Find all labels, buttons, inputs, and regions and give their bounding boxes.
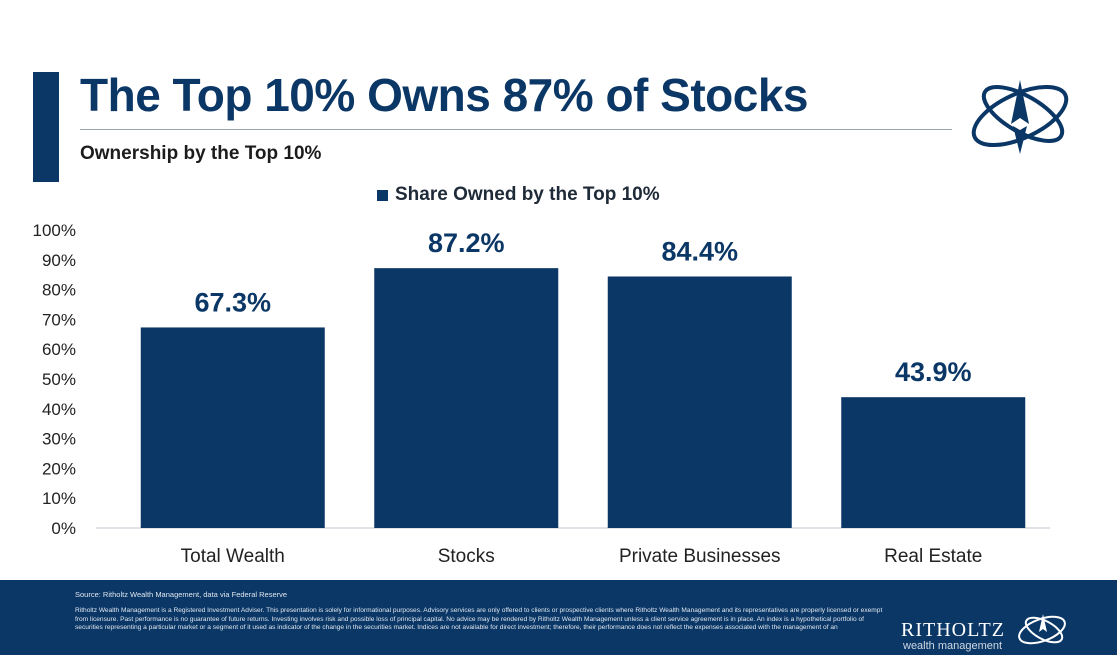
y-tick-label: 70% xyxy=(42,310,76,329)
page-title: The Top 10% Owns 87% of Stocks xyxy=(80,69,809,121)
bar-total-wealth xyxy=(140,327,325,528)
ritholtz-compass-small-icon xyxy=(1018,614,1066,645)
y-tick-label: 30% xyxy=(42,430,76,449)
y-tick-label: 0% xyxy=(51,519,76,538)
x-category-label: Total Wealth xyxy=(181,546,285,567)
y-tick-label: 50% xyxy=(42,370,76,389)
data-label: 84.4% xyxy=(661,236,738,266)
x-category-label: Real Estate xyxy=(884,546,982,567)
source-note: Source: Ritholtz Wealth Management, data… xyxy=(75,590,288,599)
brand-tagline: wealth management xyxy=(903,640,1003,652)
title-divider xyxy=(80,129,952,130)
chart-legend: Share Owned by the Top 10% xyxy=(377,184,660,206)
title-accent-bar xyxy=(33,72,59,182)
y-tick-label: 40% xyxy=(42,400,76,419)
page-subtitle: Ownership by the Top 10% xyxy=(80,143,322,164)
data-label: 67.3% xyxy=(194,287,271,317)
brand-wordmark: RITHOLTZ wealth management xyxy=(901,620,1005,652)
y-tick-label: 100% xyxy=(33,221,76,240)
y-tick-label: 10% xyxy=(42,489,76,508)
footer: Source: Ritholtz Wealth Management, data… xyxy=(0,580,1117,655)
bar-private-businesses xyxy=(607,276,792,528)
data-label: 87.2% xyxy=(428,228,505,258)
legend-swatch xyxy=(377,189,388,201)
y-tick-label: 90% xyxy=(42,251,76,270)
x-category-label: Private Businesses xyxy=(619,546,781,567)
ritholtz-compass-logo-icon xyxy=(971,80,1069,154)
y-tick-label: 60% xyxy=(42,340,76,359)
data-label: 43.9% xyxy=(895,357,972,387)
bar-chart: 0% 10% 20% 30% 40% 50% 60% 70% 80% 90% 100% 67.3% To… xyxy=(33,221,1050,567)
y-tick-label: 20% xyxy=(42,459,76,478)
bar-real-estate xyxy=(841,397,1026,528)
disclaimer-text: Ritholtz Wealth Management is a Register… xyxy=(75,607,883,632)
bar-stocks xyxy=(374,268,559,528)
x-category-label: Stocks xyxy=(438,546,495,567)
brand-name: RITHOLTZ xyxy=(901,619,1005,641)
legend-label: Share Owned by the Top 10% xyxy=(395,184,660,205)
y-tick-label: 80% xyxy=(42,281,76,300)
